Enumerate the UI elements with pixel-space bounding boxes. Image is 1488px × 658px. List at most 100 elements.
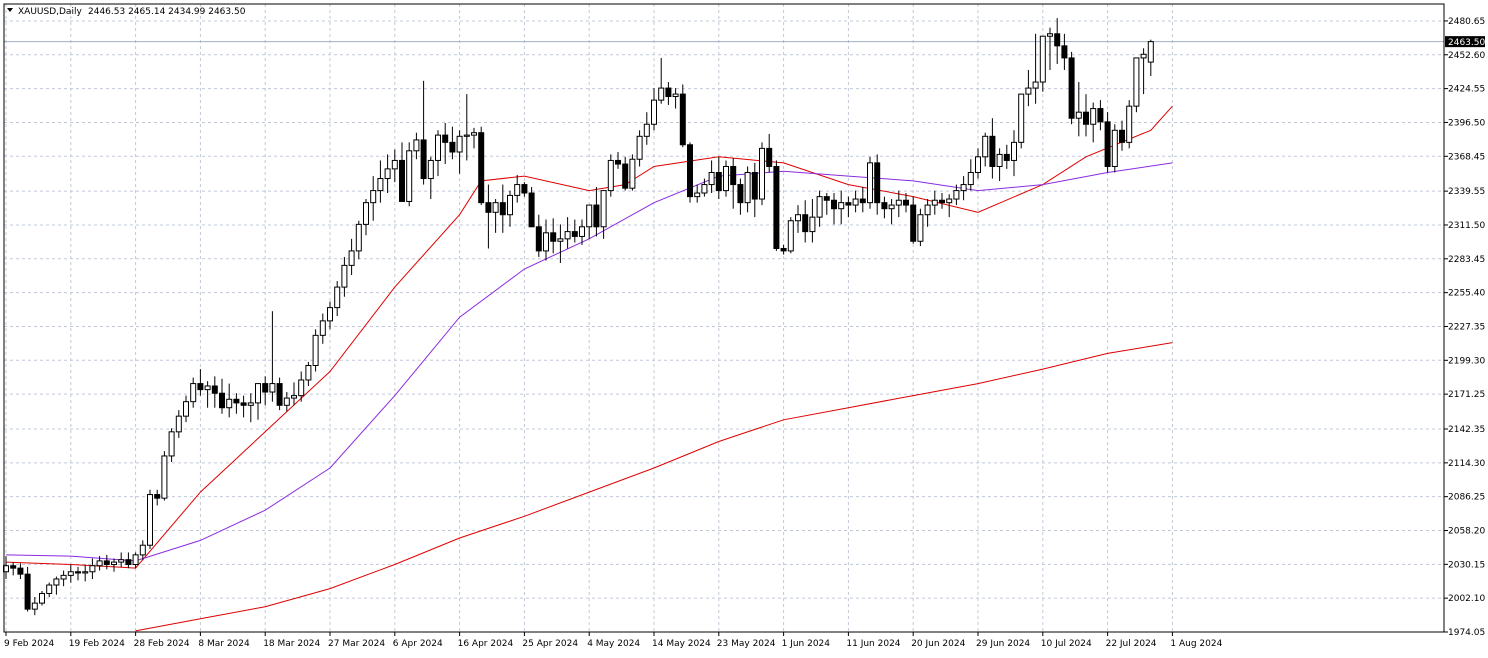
candle[interactable] xyxy=(60,570,67,587)
candle[interactable] xyxy=(363,199,369,236)
candle[interactable] xyxy=(564,217,571,249)
candle[interactable] xyxy=(759,142,765,206)
candle[interactable] xyxy=(615,151,621,169)
candle[interactable] xyxy=(240,395,247,418)
candle[interactable] xyxy=(579,219,585,245)
candle[interactable] xyxy=(651,88,657,131)
candle[interactable] xyxy=(636,130,643,167)
candle[interactable] xyxy=(939,193,945,209)
candle[interactable] xyxy=(485,184,492,249)
candle[interactable] xyxy=(946,194,953,218)
candle[interactable] xyxy=(499,184,506,233)
candle[interactable] xyxy=(168,428,175,462)
candle[interactable] xyxy=(838,190,845,225)
candle[interactable] xyxy=(471,127,477,149)
candle[interactable] xyxy=(924,199,931,227)
candle[interactable] xyxy=(89,558,96,579)
candle[interactable] xyxy=(1003,144,1010,169)
candle[interactable] xyxy=(413,132,420,160)
candle[interactable] xyxy=(1126,100,1133,149)
candle[interactable] xyxy=(247,393,254,423)
candle[interactable] xyxy=(852,190,859,213)
candle[interactable] xyxy=(355,220,362,260)
candle[interactable] xyxy=(190,377,197,408)
candle[interactable] xyxy=(327,301,333,330)
candle[interactable] xyxy=(1011,130,1017,177)
candle[interactable] xyxy=(1075,82,1082,137)
candle[interactable] xyxy=(262,376,269,406)
candle[interactable] xyxy=(708,160,715,194)
candle[interactable] xyxy=(543,219,549,261)
candle[interactable] xyxy=(672,88,679,109)
candle[interactable] xyxy=(67,564,74,583)
candle[interactable] xyxy=(492,199,499,233)
candle[interactable] xyxy=(607,154,614,197)
candle[interactable] xyxy=(39,591,45,606)
candle[interactable] xyxy=(442,123,449,165)
candle[interactable] xyxy=(139,540,146,560)
candle[interactable] xyxy=(1025,69,1032,107)
candle[interactable] xyxy=(384,154,391,194)
candle[interactable] xyxy=(1032,33,1039,104)
candle[interactable] xyxy=(730,158,737,209)
candle[interactable] xyxy=(53,576,60,595)
dropdown-triangle-icon[interactable] xyxy=(7,8,13,12)
candle[interactable] xyxy=(744,166,751,213)
candle[interactable] xyxy=(802,200,809,243)
candle[interactable] xyxy=(1147,39,1154,77)
candle[interactable] xyxy=(348,238,355,276)
candle[interactable] xyxy=(903,193,909,213)
candle[interactable] xyxy=(521,182,528,197)
candle[interactable] xyxy=(103,554,110,570)
candle[interactable] xyxy=(1061,33,1068,70)
candle[interactable] xyxy=(622,156,629,191)
candle[interactable] xyxy=(420,80,427,185)
candle[interactable] xyxy=(975,148,981,179)
candle[interactable] xyxy=(1097,100,1104,131)
candle[interactable] xyxy=(1047,27,1053,70)
candle[interactable] xyxy=(183,395,189,423)
candle[interactable] xyxy=(291,382,297,406)
candle[interactable] xyxy=(31,597,38,616)
candle[interactable] xyxy=(766,133,773,173)
candle[interactable] xyxy=(816,190,823,227)
candle[interactable] xyxy=(823,193,830,215)
candle[interactable] xyxy=(931,190,938,215)
candle[interactable] xyxy=(586,204,593,239)
candle[interactable] xyxy=(658,57,665,104)
candle[interactable] xyxy=(550,218,557,254)
candle[interactable] xyxy=(1039,35,1046,92)
candle[interactable] xyxy=(831,193,837,225)
candle[interactable] xyxy=(795,205,801,233)
candle[interactable] xyxy=(874,154,881,215)
candle[interactable] xyxy=(456,130,463,174)
candle[interactable] xyxy=(1068,51,1075,125)
candle[interactable] xyxy=(219,378,225,414)
candle[interactable] xyxy=(75,566,81,581)
candle[interactable] xyxy=(773,160,780,251)
candle[interactable] xyxy=(391,149,398,183)
candle[interactable] xyxy=(211,376,218,408)
candle[interactable] xyxy=(859,186,866,213)
candle[interactable] xyxy=(132,552,139,569)
candle[interactable] xyxy=(147,489,153,549)
candle[interactable] xyxy=(312,329,319,372)
candle[interactable] xyxy=(111,558,117,572)
candle[interactable] xyxy=(514,174,521,203)
candle[interactable] xyxy=(571,219,578,243)
candle[interactable] xyxy=(283,392,290,412)
candle[interactable] xyxy=(996,148,1003,181)
candle[interactable] xyxy=(399,142,405,202)
candle[interactable] xyxy=(723,160,729,197)
candle[interactable] xyxy=(204,381,211,408)
candle[interactable] xyxy=(787,217,794,254)
candles[interactable] xyxy=(3,18,1154,616)
candle[interactable] xyxy=(377,160,384,203)
candle[interactable] xyxy=(276,377,283,411)
candle[interactable] xyxy=(96,556,103,571)
candle[interactable] xyxy=(319,313,326,344)
candle[interactable] xyxy=(341,256,348,297)
candle[interactable] xyxy=(694,184,701,203)
candle[interactable] xyxy=(175,410,182,438)
